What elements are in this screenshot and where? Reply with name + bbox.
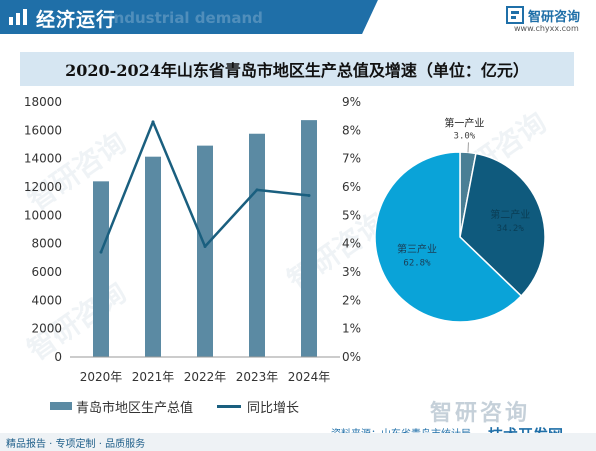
growth-point	[203, 245, 207, 248]
y-tick-label-right: 5%	[342, 208, 361, 222]
header-banner: Industrial demand 经济运行 智研咨询 www.chyxx.co…	[0, 0, 596, 36]
y-tick-label-right: 7%	[342, 152, 361, 166]
growth-point	[151, 120, 155, 124]
bar	[249, 133, 265, 357]
pie-label: 第一产业	[444, 116, 484, 129]
y-tick-label-left: 14000	[24, 152, 62, 166]
chart-title: 2020-2024年山东省青岛市地区生产总值及增速（单位：亿元）	[65, 61, 529, 80]
x-tick-label: 2024年	[288, 370, 331, 384]
pie-value-label: 62.8%	[403, 258, 431, 268]
chart-legend: 青岛市地区生产总值 同比增长	[50, 396, 299, 416]
y-tick-label-left: 12000	[24, 180, 62, 194]
chart-title-band: 2020-2024年山东省青岛市地区生产总值及增速（单位：亿元）	[20, 52, 574, 86]
legend-bar-swatch	[50, 402, 72, 410]
pie-slice	[459, 152, 546, 298]
x-tick-label: 2022年	[184, 370, 227, 384]
logo-icon	[506, 6, 524, 24]
y-tick-label-left: 10000	[24, 208, 62, 222]
legend-line-label: 同比增长	[247, 400, 300, 416]
x-tick-label: 2021年	[132, 370, 175, 384]
bar	[93, 181, 109, 357]
x-tick-label: 2023年	[236, 370, 279, 384]
y-tick-label-left: 16000	[24, 123, 62, 137]
bar	[197, 145, 213, 357]
pie-value-label: 34.2%	[497, 224, 525, 234]
footer-text: 精品报告 · 专项定制 · 品质服务	[6, 439, 146, 450]
y-tick-label-right: 4%	[342, 237, 361, 251]
chart-area: 0 2000 4000 6000 8000 10000 12000 14000 16000 180…	[24, 95, 546, 384]
pie-label: 第二产业	[490, 208, 530, 221]
header-title: 经济运行	[36, 9, 117, 31]
watermark-logo: 智研咨询	[430, 401, 531, 426]
growth-point	[99, 250, 103, 254]
y-tick-label-right: 1%	[342, 322, 361, 336]
y-tick-label-left: 0	[54, 350, 62, 364]
y-tick-label-left: 4000	[31, 293, 62, 307]
y-tick-label-right: 3%	[342, 265, 361, 279]
growth-point	[307, 194, 311, 197]
y-tick-label-right: 6%	[342, 180, 361, 194]
footer-bar: 精品报告 · 专项定制 · 品质服务	[0, 433, 596, 451]
legend-line-swatch	[217, 404, 242, 408]
growth-point	[255, 188, 259, 192]
header-bar	[0, 0, 330, 34]
bar	[301, 120, 317, 357]
pie-value-label: 3.0%	[454, 131, 476, 141]
logo-name: 智研咨询	[528, 10, 581, 25]
y-tick-label-right: 0%	[342, 350, 361, 364]
y-tick-label-left: 18000	[24, 95, 62, 109]
y-tick-label-left: 6000	[31, 265, 62, 279]
legend-bar-label: 青岛市地区生产总值	[76, 400, 194, 416]
y-tick-label-left: 8000	[31, 237, 62, 251]
header-bar-edge	[292, 0, 378, 34]
header-ghost-text: Industrial demand	[108, 9, 263, 27]
y-tick-label-left: 2000	[31, 322, 62, 336]
pie-label: 第三产业	[397, 242, 437, 255]
y-tick-label-right: 8%	[342, 123, 361, 137]
pie-slice	[374, 151, 523, 323]
logo-url: www.chyxx.com	[514, 24, 579, 33]
x-tick-label: 2020年	[80, 370, 123, 384]
chart-icon	[9, 9, 27, 25]
bar	[145, 156, 161, 357]
y-tick-label-right: 9%	[342, 95, 361, 109]
y-tick-label-right: 2%	[342, 293, 361, 307]
